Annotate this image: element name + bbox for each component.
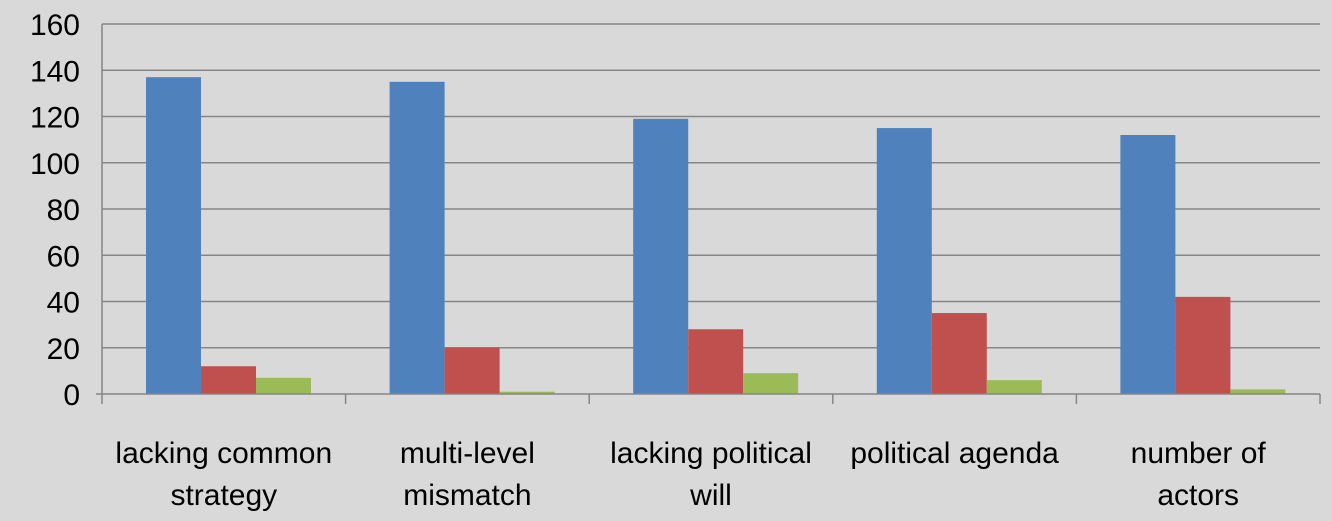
bar	[499, 391, 555, 394]
y-tick-label: 160	[30, 9, 80, 42]
x-tick-label: number of actors	[1131, 437, 1267, 512]
bar	[931, 313, 987, 394]
bar	[444, 347, 500, 394]
bar	[1120, 135, 1176, 394]
bar	[876, 128, 932, 394]
x-tick-label: multi-level mismatch	[400, 437, 535, 512]
bar	[1175, 296, 1231, 394]
y-tick-label: 40	[47, 287, 80, 320]
x-tick-label: lacking common strategy	[115, 437, 332, 512]
bar	[146, 77, 201, 394]
y-tick-label: 20	[47, 333, 80, 366]
y-tick-label: 0	[63, 379, 80, 412]
bar	[986, 380, 1042, 394]
x-tick-labels: lacking common strategy multi-level mismatc…	[115, 437, 1266, 512]
bar	[633, 118, 689, 394]
x-tick-label: political agenda	[850, 437, 1059, 470]
y-tick-label: 140	[30, 55, 80, 88]
y-tick-label: 120	[30, 102, 80, 135]
bar	[389, 81, 445, 394]
y-tick-label: 80	[47, 194, 80, 227]
x-tick-label: lacking political will	[610, 437, 812, 512]
y-tick-label: 100	[30, 148, 80, 181]
bar	[201, 366, 256, 394]
bar	[688, 329, 744, 394]
bar	[256, 377, 311, 394]
gridlines	[102, 23, 1320, 349]
bars	[146, 77, 1286, 394]
bar	[1230, 389, 1286, 394]
y-tick-label: 60	[47, 240, 80, 273]
axes	[96, 24, 1321, 404]
y-tick-labels: 0 20 40 60 80 100 120 140 160	[30, 9, 80, 412]
bar	[743, 373, 799, 394]
